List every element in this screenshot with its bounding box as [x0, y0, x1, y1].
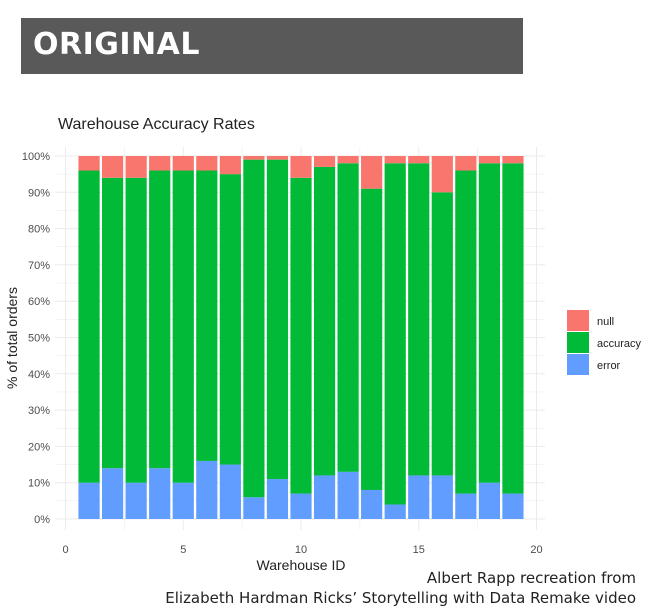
- bar-accuracy-warehouse-13: [361, 189, 382, 490]
- bar-null-warehouse-2: [102, 156, 123, 178]
- bar-null-warehouse-11: [314, 156, 335, 167]
- bar-error-warehouse-4: [149, 468, 170, 519]
- bar-error-warehouse-10: [290, 494, 311, 519]
- y-tick-label: 50%: [28, 333, 50, 345]
- y-tick-label: 20%: [28, 441, 50, 453]
- chart-title: Warehouse Accuracy Rates: [58, 116, 255, 133]
- bar-null-warehouse-10: [290, 156, 311, 178]
- y-tick-label: 100%: [22, 151, 50, 163]
- credit-line-1: Albert Rapp recreation from: [427, 569, 636, 587]
- x-axis-title: Warehouse ID: [257, 557, 346, 573]
- bar-accuracy-warehouse-6: [196, 171, 217, 461]
- bar-accuracy-warehouse-17: [455, 171, 476, 494]
- y-tick-label: 60%: [28, 296, 50, 308]
- x-tick-label: 0: [62, 544, 68, 556]
- x-tick-label: 5: [180, 544, 186, 556]
- bar-error-warehouse-7: [220, 465, 241, 519]
- bar-error-warehouse-19: [502, 494, 523, 519]
- bar-null-warehouse-12: [338, 156, 359, 163]
- legend-key-error: [567, 354, 589, 375]
- y-tick-label: 80%: [28, 224, 50, 236]
- bar-error-warehouse-5: [173, 483, 194, 519]
- bar-accuracy-warehouse-8: [243, 160, 264, 498]
- bar-error-warehouse-2: [102, 468, 123, 519]
- bar-error-warehouse-18: [479, 483, 500, 519]
- bar-accuracy-warehouse-4: [149, 171, 170, 469]
- bar-null-warehouse-13: [361, 156, 382, 189]
- bar-null-warehouse-18: [479, 156, 500, 163]
- bar-accuracy-warehouse-1: [78, 171, 99, 483]
- bar-null-warehouse-16: [432, 156, 453, 192]
- y-tick-label: 70%: [28, 260, 50, 272]
- bar-null-warehouse-8: [243, 156, 264, 160]
- bar-accuracy-warehouse-19: [502, 163, 523, 493]
- bar-null-warehouse-6: [196, 156, 217, 171]
- x-tick-label: 20: [530, 544, 542, 556]
- bar-null-warehouse-1: [78, 156, 99, 171]
- bar-accuracy-warehouse-9: [267, 160, 288, 479]
- bar-accuracy-warehouse-3: [126, 178, 147, 483]
- y-tick-label: 10%: [28, 478, 50, 490]
- bar-error-warehouse-13: [361, 490, 382, 519]
- bar-null-warehouse-15: [408, 156, 429, 163]
- bar-null-warehouse-17: [455, 156, 476, 171]
- bar-null-warehouse-3: [126, 156, 147, 178]
- bar-null-warehouse-9: [267, 156, 288, 160]
- bar-accuracy-warehouse-18: [479, 163, 500, 482]
- bar-error-warehouse-15: [408, 475, 429, 519]
- bar-error-warehouse-12: [338, 472, 359, 519]
- bar-error-warehouse-16: [432, 475, 453, 519]
- x-tick-label: 10: [295, 544, 307, 556]
- bar-null-warehouse-19: [502, 156, 523, 163]
- bar-accuracy-warehouse-14: [385, 163, 406, 504]
- bar-layer: [78, 156, 523, 519]
- bar-error-warehouse-6: [196, 461, 217, 519]
- legend-key-null: [567, 310, 589, 331]
- legend: null accuracy error: [567, 310, 642, 375]
- bar-null-warehouse-5: [173, 156, 194, 171]
- y-tick-label: 0%: [34, 514, 50, 526]
- bar-accuracy-warehouse-7: [220, 174, 241, 464]
- bar-accuracy-warehouse-12: [338, 163, 359, 472]
- bar-null-warehouse-7: [220, 156, 241, 174]
- bar-accuracy-warehouse-5: [173, 171, 194, 483]
- bar-error-warehouse-17: [455, 494, 476, 519]
- x-tick-label: 15: [413, 544, 425, 556]
- bar-error-warehouse-8: [243, 497, 264, 519]
- credit-line-2: Elizabeth Hardman Ricks’ Storytelling wi…: [165, 589, 636, 607]
- legend-key-accuracy: [567, 332, 589, 353]
- legend-label-accuracy: accuracy: [597, 338, 642, 350]
- bar-error-warehouse-14: [385, 504, 406, 519]
- bar-error-warehouse-11: [314, 475, 335, 519]
- bar-error-warehouse-9: [267, 479, 288, 519]
- bar-accuracy-warehouse-2: [102, 178, 123, 468]
- bar-error-warehouse-1: [78, 483, 99, 519]
- legend-label-error: error: [597, 360, 621, 372]
- legend-label-null: null: [597, 316, 614, 328]
- stacked-bar-chart: 0% 10% 20% 30% 40% 50% 60% 70% 80% 90% 100% 0 5 10 15 2…: [0, 0, 646, 615]
- bar-accuracy-warehouse-10: [290, 178, 311, 494]
- bar-null-warehouse-4: [149, 156, 170, 171]
- bar-error-warehouse-3: [126, 483, 147, 519]
- y-tick-label: 30%: [28, 405, 50, 417]
- bar-accuracy-warehouse-15: [408, 163, 429, 475]
- y-tick-label: 90%: [28, 187, 50, 199]
- y-axis-title: % of total orders: [4, 287, 20, 389]
- bar-accuracy-warehouse-11: [314, 167, 335, 476]
- bar-null-warehouse-14: [385, 156, 406, 163]
- y-tick-label: 40%: [28, 369, 50, 381]
- bar-accuracy-warehouse-16: [432, 192, 453, 475]
